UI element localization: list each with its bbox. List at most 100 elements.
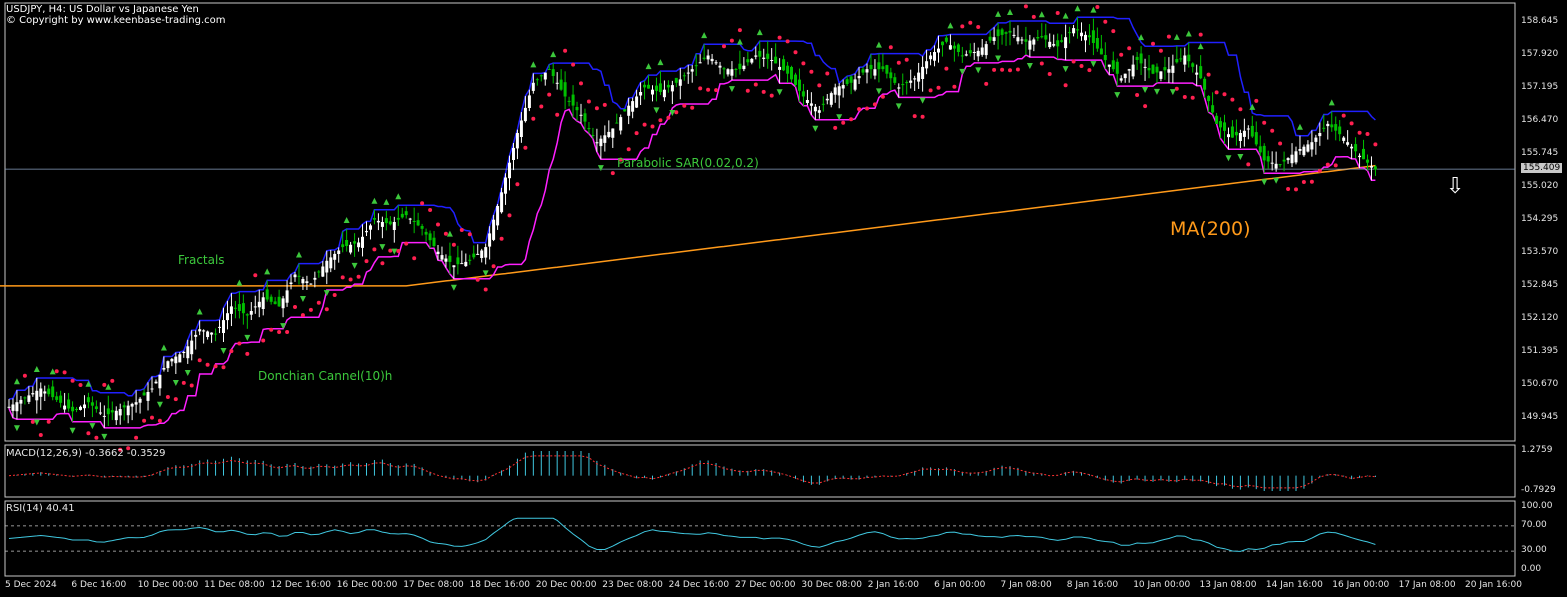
price-tick-label: 153.570 [1521,247,1559,257]
candle-body [770,60,774,61]
sar-dot [547,92,552,97]
candle-body [1338,126,1342,135]
candle-body [480,250,484,258]
candle-body [1004,32,1008,34]
fractal-up-icon [645,63,652,70]
candle-body [790,67,793,80]
fractal-up-icon [995,10,1002,17]
sar-dot [221,365,226,370]
candle-body [83,404,86,409]
sar-dot [674,110,679,115]
candle-body [23,397,27,399]
sar-dot [118,447,123,452]
candle-body [285,290,289,303]
candle-body [79,406,82,410]
sar-dot [1103,19,1108,24]
candle-body [1044,35,1048,40]
candle-body [90,402,94,406]
candle-body [1342,137,1346,141]
ma200-label: MA(200) [1170,218,1251,240]
sar-dot [277,330,282,334]
sar-dot [1333,163,1338,168]
candle-body [1330,124,1334,128]
candle-body [984,44,988,56]
candle-body [515,133,519,149]
candle-body [1012,34,1016,36]
sar-dot [467,232,472,237]
candle-body [853,79,857,90]
candle-body [1147,68,1151,71]
candle-body [1215,115,1219,124]
fractal-up-icon [1173,33,1180,40]
candle-body [396,217,400,220]
sar-dot [1190,95,1195,100]
candle-body [901,84,905,86]
candle-body [317,271,321,273]
candle-body [1242,130,1246,137]
sar-dot [594,106,599,111]
sar-dot [745,88,750,93]
candle-body [1334,124,1338,131]
candle-body [1008,30,1012,33]
sar-dot [1055,11,1060,15]
candle-body [472,253,476,258]
candle-body [734,69,738,70]
fractal-down-icon [33,419,40,426]
sar-dot [865,106,869,111]
sar-dot [150,415,154,420]
sar-dot [857,107,862,112]
candle-body [166,361,170,369]
fractal-down-icon [156,401,163,408]
candle-body [964,54,968,56]
candle-body [591,135,595,136]
sar-dot [1166,34,1171,39]
sar-dot [1309,179,1314,184]
candle-body [1227,134,1230,138]
sar-dot [1317,168,1322,173]
candle-body [214,333,218,335]
sar-dot [1301,180,1306,184]
candle-body [1195,72,1199,75]
fractal-down-icon [836,114,843,121]
candle-body [1179,58,1183,60]
sar-dot [475,277,480,282]
candle-body [265,289,269,300]
candle-body [722,68,726,70]
sar-dot [134,435,139,440]
fractal-up-icon [236,279,243,286]
candle-body [813,106,817,112]
candle-body [178,354,182,363]
sar-dot [1008,68,1012,73]
sar-dot [46,419,51,424]
candle-body [321,266,325,277]
candle-body [345,240,349,246]
time-tick-label: 10 Dec 00:00 [137,580,199,590]
candle-body [730,69,734,76]
time-tick-label: 30 Dec 08:00 [801,580,862,590]
donchian-upper-line [8,16,1376,400]
time-tick-label: 16 Jan 00:00 [1332,580,1390,590]
sar-dot [555,112,560,117]
candle-body [182,352,186,353]
candle-body [110,410,114,413]
candle-body [587,128,591,130]
time-tick-label: 2 Jan 16:00 [867,580,919,590]
fractal-down-icon [351,262,358,269]
fractal-up-icon [371,197,378,204]
time-tick-label: 27 Dec 00:00 [735,580,796,590]
chart-copyright: © Copyright by www.keenbase-trading.com [6,15,226,26]
candle-body [809,103,813,106]
candle-body [333,253,337,260]
candle-body [623,109,627,112]
candle-body [948,45,952,50]
fractal-up-icon [1038,11,1045,18]
candle-body [694,65,698,67]
candle-body [456,257,460,265]
candle-body [464,261,468,267]
sar-dot [1365,132,1370,136]
candle-body [476,253,480,255]
fractal-down-icon [959,68,966,75]
candle-body [118,409,122,416]
sar-dot [1127,46,1132,51]
candle-body [1080,32,1083,37]
